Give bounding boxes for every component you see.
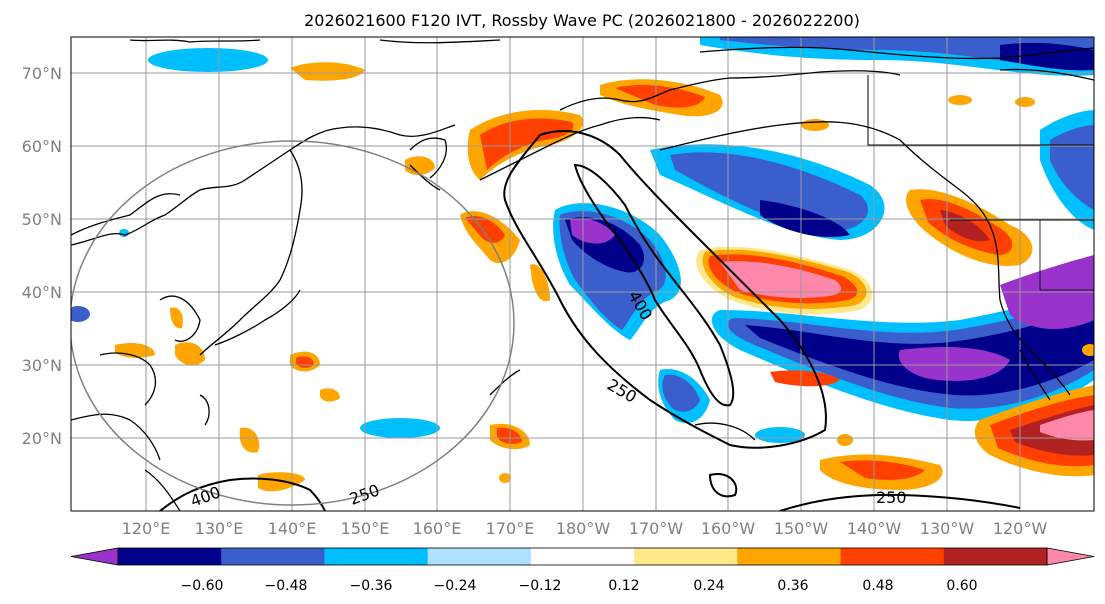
contour-400-south — [159, 477, 326, 511]
lon-label: 170°E — [486, 519, 535, 538]
contour-label: 250 — [876, 488, 907, 507]
colorbar-tick-label: −0.60 — [181, 578, 224, 594]
colorbar-ticks: −0.60 −0.48 −0.36 −0.24 −0.12 0.12 0.24 … — [181, 578, 978, 594]
colorbar-segment — [118, 548, 222, 565]
ivt-shading — [71, 37, 1094, 492]
lat-label: 70°N — [22, 64, 62, 83]
lat-label: 40°N — [22, 283, 62, 302]
colorbar-segment — [634, 548, 738, 565]
lat-label: 50°N — [22, 210, 62, 229]
colorbar-segment — [324, 548, 429, 565]
colorbar-tick-label: 0.48 — [862, 578, 893, 594]
map-area: 400 250 250 400 250 — [71, 37, 1094, 511]
lon-label: 150°E — [341, 519, 390, 538]
lat-label: 20°N — [22, 429, 62, 448]
colorbar — [70, 547, 1095, 566]
colorbar-segment — [840, 548, 945, 565]
lat-label: 30°N — [22, 356, 62, 375]
latitude-labels: 70°N 60°N 50°N 40°N 30°N 20°N — [22, 64, 62, 448]
colorbar-tick-label: −0.48 — [265, 578, 308, 594]
colorbar-tick-label: −0.12 — [519, 578, 562, 594]
contour-250-main — [503, 130, 827, 449]
colorbar-tick-label: 0.36 — [777, 578, 808, 594]
lon-label: 160°W — [701, 519, 756, 538]
colorbar-segment — [737, 548, 842, 565]
lat-label: 60°N — [22, 137, 62, 156]
lon-label: 140°E — [268, 519, 317, 538]
longitude-labels: 120°E 130°E 140°E 150°E 160°E 170°E 180°… — [122, 519, 1048, 538]
colorbar-segment — [221, 548, 325, 565]
colorbar-tick-label: 0.60 — [946, 578, 977, 594]
colorbar-segment — [427, 548, 532, 565]
contour-250-south — [779, 493, 1021, 511]
lon-label: 180°W — [556, 519, 611, 538]
colorbar-tick-label: −0.24 — [434, 578, 477, 594]
lon-label: 130°W — [920, 519, 975, 538]
colorbar-extend-max — [1046, 547, 1095, 566]
colorbar-segment — [530, 548, 635, 565]
lon-label: 120°E — [122, 519, 171, 538]
lon-label: 150°W — [774, 519, 829, 538]
contour-400 — [573, 163, 735, 407]
colorbar-segment — [943, 548, 1048, 565]
lon-label: 140°W — [847, 519, 902, 538]
colorbar-tick-label: 0.12 — [608, 578, 639, 594]
map-title: 2026021600 F120 IVT, Rossby Wave PC (202… — [304, 11, 860, 30]
colorbar-extend-min — [70, 547, 119, 566]
lon-label: 120°W — [993, 519, 1048, 538]
contour-250-small — [708, 473, 738, 498]
map-frame — [70, 36, 1095, 512]
lon-label: 130°E — [195, 519, 244, 538]
colorbar-tick-label: 0.24 — [693, 578, 724, 594]
colorbar-tick-label: −0.36 — [350, 578, 393, 594]
rossby-contours — [159, 130, 1021, 511]
colorbar-outline — [117, 547, 1048, 566]
reference-circle — [71, 140, 515, 506]
coastlines — [71, 39, 1094, 511]
lon-label: 170°W — [629, 519, 684, 538]
lon-label: 160°E — [413, 519, 462, 538]
graticule — [71, 37, 1094, 511]
